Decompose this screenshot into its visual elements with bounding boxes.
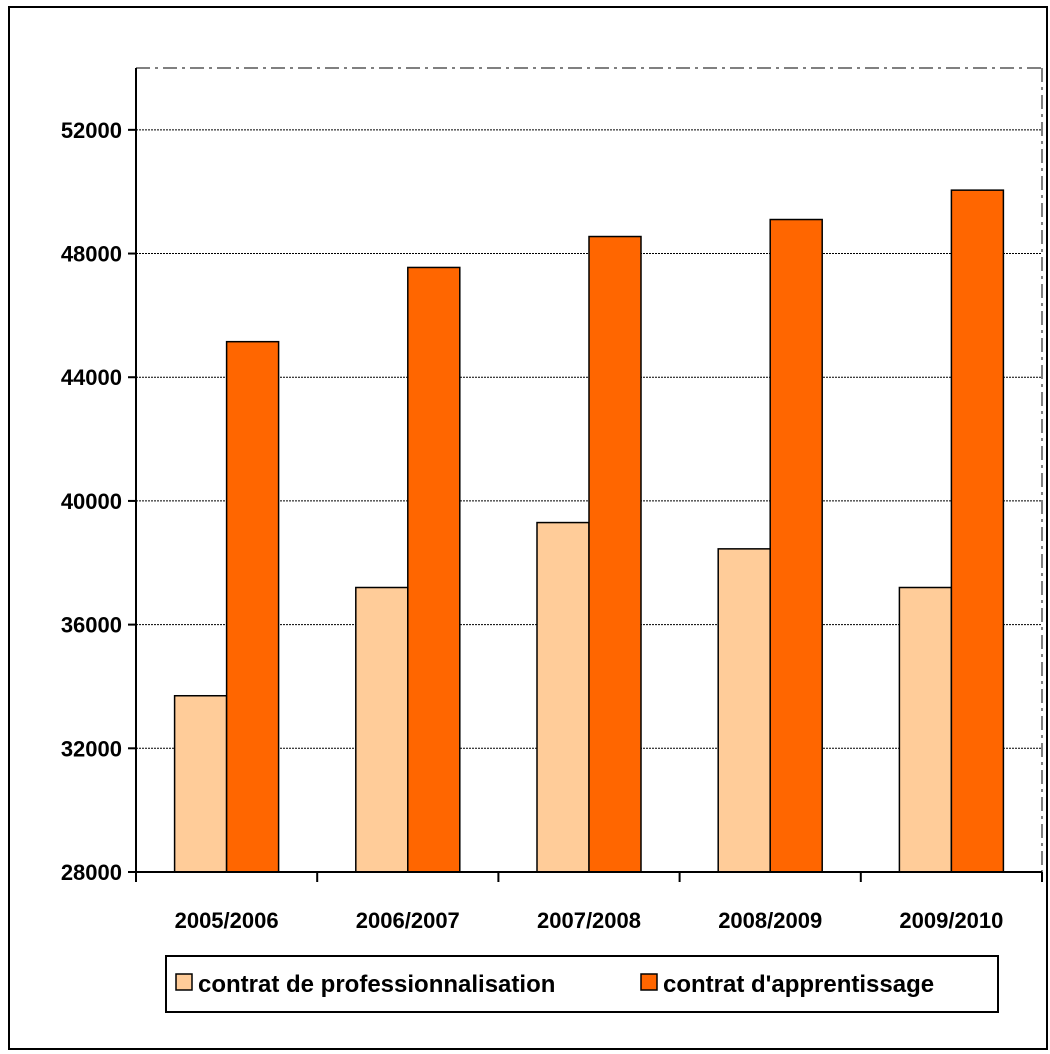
bar-apprentissage <box>407 266 461 873</box>
y-tick-label: 44000 <box>61 365 122 390</box>
bar-apprentissage <box>950 189 1005 873</box>
x-tick-label: 2007/2008 <box>537 908 641 933</box>
x-axis-tick-labels: 2005/2006 2006/2007 2007/2008 2008/2009 2009… <box>175 908 1004 933</box>
bar-professionnalisation <box>717 548 771 873</box>
y-tick-label: 28000 <box>61 860 122 885</box>
y-tick-label: 36000 <box>61 613 122 638</box>
legend-box <box>165 955 999 1013</box>
x-tick-label: 2009/2010 <box>899 908 1003 933</box>
y-tick-label: 40000 <box>61 489 122 514</box>
y-tick-label: 32000 <box>61 736 122 761</box>
bar-professionnalisation <box>355 586 409 873</box>
legend-swatch-apprentissage <box>640 973 658 991</box>
chart-frame <box>8 6 1048 1050</box>
y-tick-label: 52000 <box>61 118 122 143</box>
x-tick-label: 2005/2006 <box>175 908 279 933</box>
bar-professionnalisation <box>173 694 228 873</box>
legend-swatch-professionnalisation <box>175 973 193 991</box>
bar-professionnalisation <box>536 521 590 873</box>
bars <box>173 189 1005 873</box>
bar-apprentissage <box>769 218 823 873</box>
axes <box>128 68 1043 882</box>
legend: contrat de professionnalisation contrat … <box>165 955 999 1013</box>
bar-professionnalisation <box>898 586 953 873</box>
legend-label-apprentissage: contrat d'apprentissage <box>663 971 934 998</box>
bar-apprentissage <box>588 235 642 873</box>
x-tick-label: 2006/2007 <box>356 908 460 933</box>
y-tick-label: 48000 <box>61 242 122 267</box>
legend-label-professionnalisation: contrat de professionnalisation <box>198 971 555 998</box>
bar-apprentissage <box>225 340 280 873</box>
x-tick-label: 2008/2009 <box>718 908 822 933</box>
y-axis-tick-labels: 28000 32000 36000 40000 44000 48000 52000 <box>61 118 122 885</box>
